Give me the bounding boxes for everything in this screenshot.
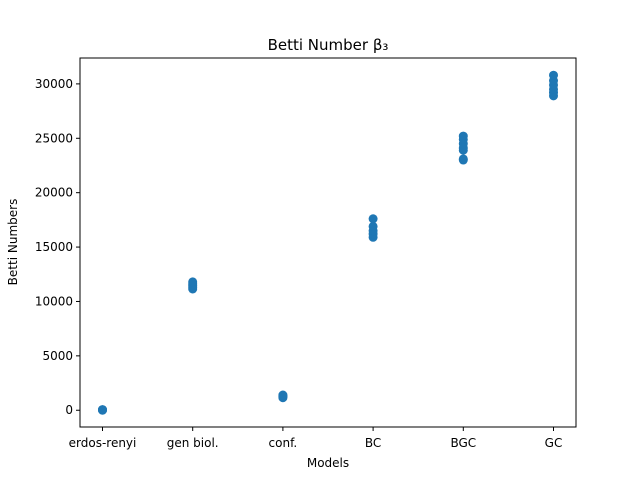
data-point <box>188 277 198 287</box>
y-axis-label: Betti Numbers <box>6 199 20 286</box>
x-tick-label: BC <box>365 436 381 450</box>
data-points <box>98 70 558 415</box>
x-tick-label: erdos-renyi <box>69 436 137 450</box>
data-point <box>368 221 378 231</box>
y-axis-ticks: 0 5000 10000 15000 20000 25000 30000 <box>35 77 80 417</box>
x-tick-label: conf. <box>269 436 298 450</box>
x-axis-ticks: erdos-renyi gen biol. conf. BC BGC GC <box>69 427 563 450</box>
x-tick-label: GC <box>545 436 563 450</box>
data-point <box>368 214 378 224</box>
y-tick-label: 5000 <box>42 349 73 363</box>
y-tick-label: 15000 <box>35 240 73 254</box>
y-tick-label: 10000 <box>35 294 73 308</box>
y-tick-label: 20000 <box>35 186 73 200</box>
x-tick-label: BGC <box>450 436 476 450</box>
y-tick-label: 30000 <box>35 77 73 91</box>
x-tick-label: gen biol. <box>167 436 219 450</box>
data-point <box>549 70 558 80</box>
x-axis-label: Models <box>307 456 349 470</box>
axes <box>79 57 577 428</box>
data-point <box>458 154 468 164</box>
y-tick-label: 25000 <box>35 131 73 145</box>
plot-frame <box>79 57 577 428</box>
y-tick-label: 0 <box>65 403 73 417</box>
chart-title: Betti Number β₃ <box>268 36 389 54</box>
data-point <box>458 131 468 141</box>
data-point <box>98 405 107 415</box>
data-point <box>278 390 288 400</box>
